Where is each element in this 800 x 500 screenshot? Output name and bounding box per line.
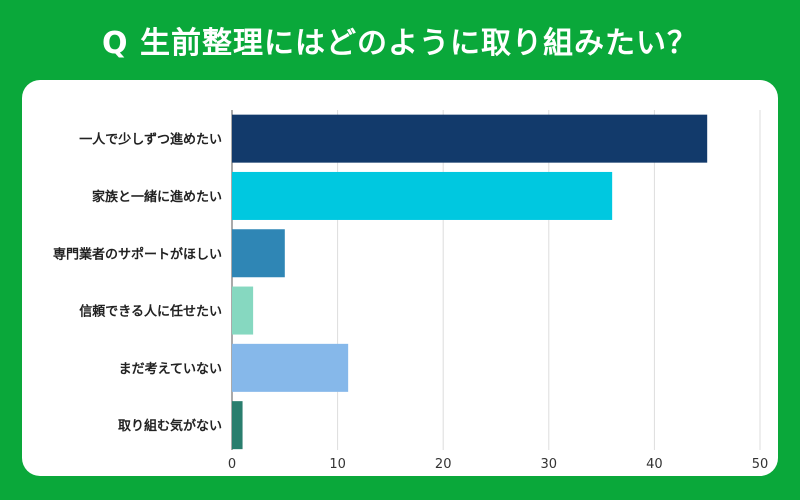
x-tick-label: 10	[329, 457, 346, 472]
bar	[232, 114, 708, 163]
x-tick-label: 40	[646, 457, 663, 472]
category-label: 家族と一緒に進めたい	[92, 189, 222, 205]
category-label: 信頼できる人に任せたい	[79, 304, 222, 320]
bar	[232, 343, 349, 392]
x-tick-label: 30	[541, 457, 558, 472]
chart-title: Q 生前整理にはどのように取り組みたい？	[102, 26, 698, 61]
category-label: 取り組む気がない	[118, 418, 222, 434]
bar	[232, 286, 254, 335]
category-label: 一人で少しずつ進めたい	[79, 132, 222, 148]
x-tick-label: 20	[435, 457, 452, 472]
bar	[232, 171, 613, 220]
category-label: まだ考えていない	[119, 361, 222, 377]
x-tick-label: 0	[228, 457, 236, 472]
bar	[232, 401, 243, 450]
category-label: 専門業者のサポートがほしい	[53, 246, 222, 262]
bar	[232, 229, 285, 278]
x-tick-label: 50	[752, 457, 769, 472]
